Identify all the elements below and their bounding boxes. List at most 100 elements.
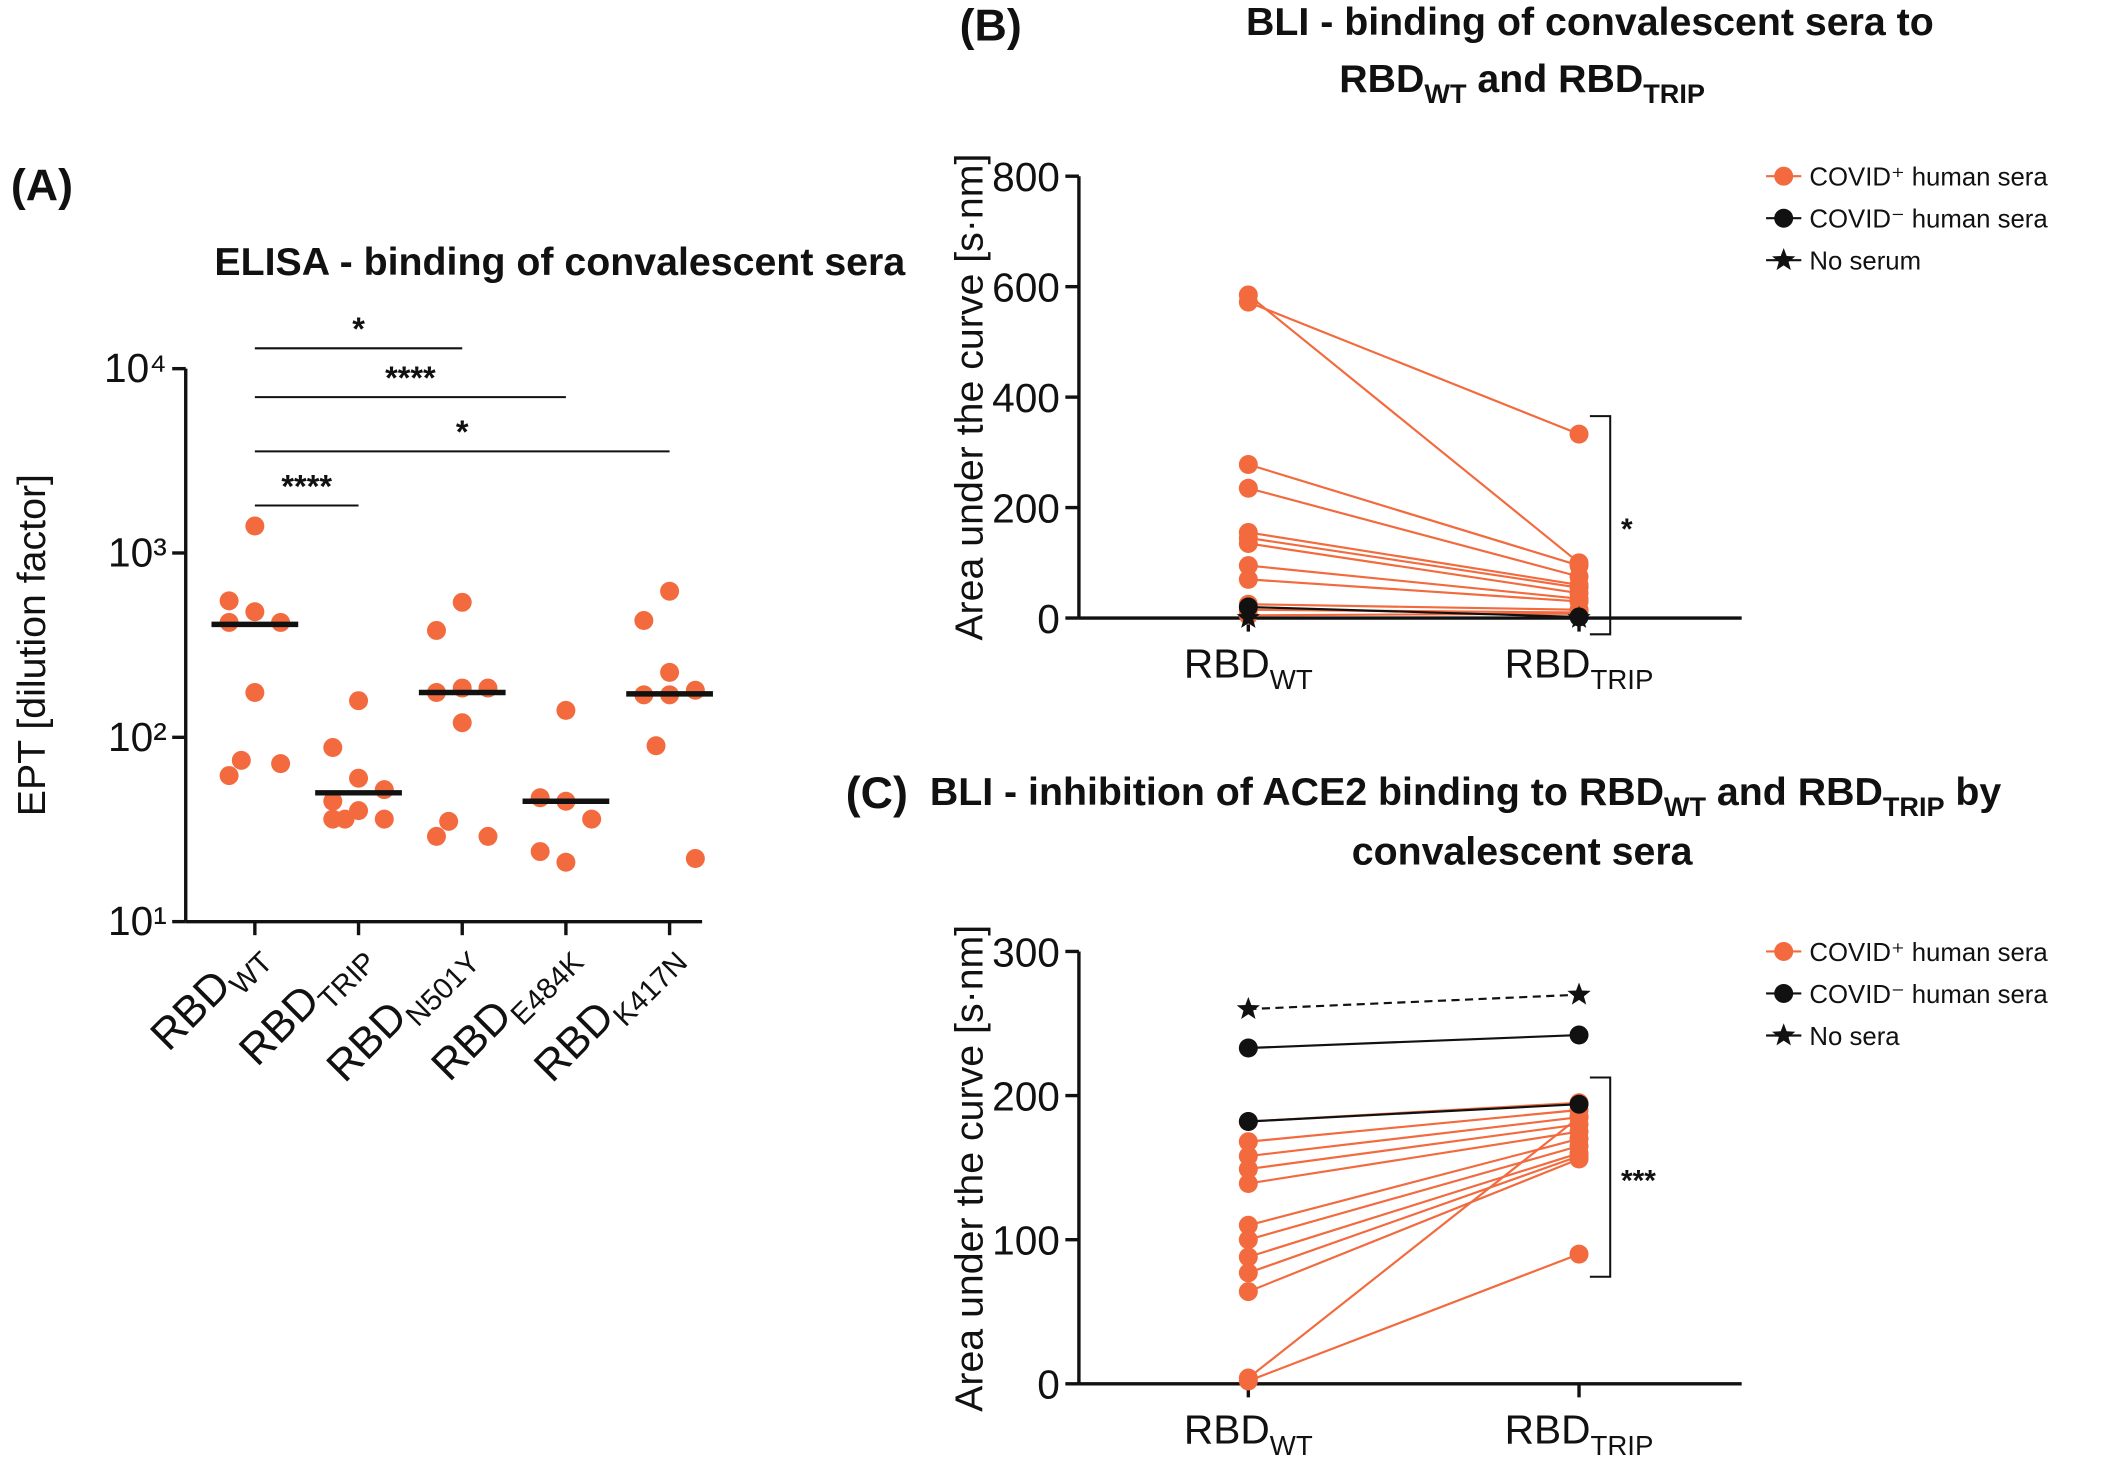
data-point	[1569, 424, 1589, 444]
data-point	[582, 809, 602, 829]
legend-label: No serum	[1809, 248, 1921, 276]
comparison-label: *	[352, 311, 365, 347]
data-point	[1569, 1025, 1589, 1045]
data-point	[452, 592, 472, 612]
y-tick-label: 200	[992, 1073, 1060, 1119]
data-point	[1238, 1230, 1258, 1250]
y-tick-label: 10⁴	[104, 345, 167, 391]
data-point	[426, 620, 446, 640]
data-point	[219, 766, 239, 786]
pair-line	[1247, 1116, 1580, 1379]
legend-marker	[1774, 208, 1794, 228]
panel-label: (B)	[960, 2, 1022, 51]
significance-bracket	[1589, 415, 1612, 636]
comparison-label: ****	[281, 468, 332, 504]
chart-title: ELISA - binding of convalescent sera	[214, 240, 906, 284]
x-tick-label: RBDK417N	[525, 929, 694, 1098]
data-point	[1567, 982, 1591, 1005]
data-point	[271, 754, 291, 774]
pair-line	[1248, 1130, 1580, 1185]
legend-marker	[1774, 941, 1794, 961]
legend-label: COVID⁺ human sera	[1809, 939, 2048, 967]
x-tick-label-sub: WT	[1270, 664, 1313, 695]
data-point	[1238, 1173, 1258, 1193]
data-point	[646, 736, 666, 756]
data-point	[374, 780, 394, 800]
data-point	[1569, 1149, 1589, 1169]
panel-label: (A)	[11, 162, 73, 211]
data-point	[452, 713, 472, 733]
data-point	[1569, 1094, 1589, 1114]
legend-label: COVID⁻ human sera	[1809, 206, 2048, 234]
data-point	[1238, 1371, 1258, 1391]
x-tick-label-sub: TRIP	[1590, 1430, 1653, 1457]
data-point	[1238, 1159, 1258, 1179]
x-tick-label: RBDWT	[1184, 641, 1313, 695]
significance-label: ***	[1621, 1165, 1656, 1198]
pair-line	[1248, 536, 1580, 589]
pair-line	[1247, 1157, 1580, 1293]
pair-line	[1247, 294, 1580, 564]
pair-line	[1248, 1108, 1580, 1143]
data-point	[349, 801, 369, 821]
chart-title: RBDWT and RBDTRIP	[1339, 57, 1705, 109]
data-point	[1238, 569, 1258, 589]
data-point	[1236, 996, 1260, 1019]
y-axis-label: Area under the curve [s·nm]	[948, 154, 992, 641]
x-tick-label-sub: K417N	[607, 946, 694, 1033]
pair-line	[1248, 993, 1580, 1011]
pair-line	[1248, 612, 1580, 617]
data-point	[1238, 1282, 1258, 1302]
significance-label: *	[1621, 513, 1633, 546]
legend-marker	[1774, 166, 1794, 186]
x-tick-label-sub: WT	[1270, 1430, 1313, 1457]
legend-marker	[1772, 1023, 1796, 1046]
y-tick-label: 10²	[108, 714, 167, 760]
y-tick-label: 600	[992, 265, 1060, 311]
data-point	[374, 809, 394, 829]
data-point	[1238, 1132, 1258, 1152]
data-point	[349, 691, 369, 711]
comparison-label: *	[456, 414, 469, 450]
data-point	[439, 811, 459, 831]
significance-bracket	[1589, 1076, 1612, 1278]
data-point	[1238, 1247, 1258, 1267]
data-point	[660, 662, 680, 682]
y-tick-label: 0	[1037, 1362, 1060, 1408]
pair-line	[1248, 463, 1580, 567]
y-tick-label: 200	[992, 485, 1060, 531]
data-point	[245, 683, 265, 702]
data-point	[1569, 1107, 1589, 1127]
pair-line	[1248, 605, 1580, 619]
data-point	[685, 680, 705, 700]
chart-title: BLI - inhibition of ACE2 binding to RBDW…	[930, 770, 2002, 822]
data-point	[556, 700, 576, 720]
pair-line	[1248, 564, 1580, 600]
x-tick-label: RBDTRIP	[1505, 1406, 1654, 1457]
pair-line	[1248, 487, 1580, 578]
x-tick-label-base: RBD	[1184, 1406, 1270, 1452]
pair-line	[1248, 578, 1580, 603]
data-point	[556, 852, 576, 872]
data-point	[1567, 605, 1591, 628]
pair-line	[1248, 1103, 1580, 1123]
panel-label: (C)	[846, 769, 908, 818]
data-point	[530, 842, 550, 862]
data-point	[245, 602, 265, 622]
data-point	[1238, 292, 1258, 312]
data-point	[660, 581, 680, 601]
data-point	[426, 826, 446, 846]
comparison-label: ****	[385, 360, 436, 396]
data-point	[349, 768, 369, 788]
x-tick-label-base: RBD	[1505, 1406, 1591, 1452]
pair-line	[1248, 542, 1580, 595]
data-point	[634, 611, 654, 631]
data-point	[1238, 556, 1258, 576]
data-point	[323, 809, 343, 829]
pair-line	[1248, 603, 1580, 611]
y-tick-label: 800	[992, 154, 1060, 200]
y-tick-label: 100	[992, 1218, 1060, 1264]
y-tick-label: 10³	[108, 530, 167, 576]
y-axis-label: EPT [dilution factor]	[10, 474, 54, 816]
